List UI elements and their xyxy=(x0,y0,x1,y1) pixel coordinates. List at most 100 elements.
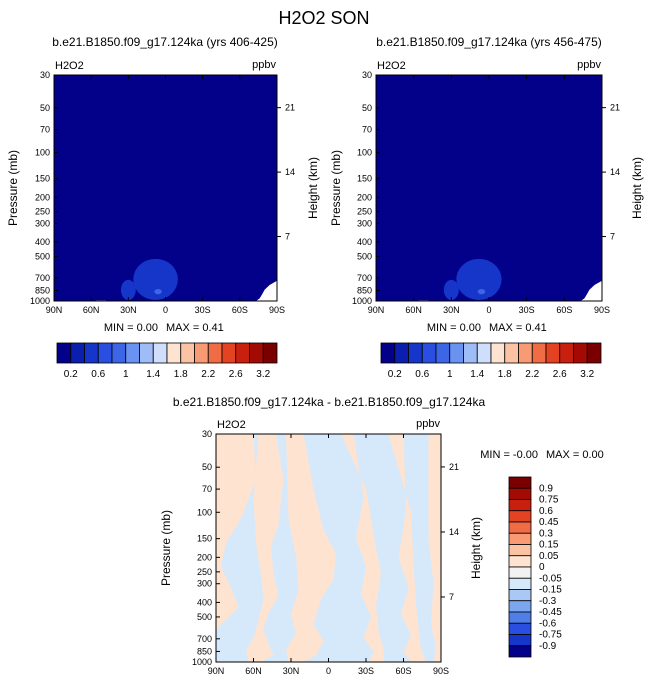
panel-2-ylabel: Pressure (mb) xyxy=(329,150,343,226)
page-title: H2O2 SON xyxy=(278,8,369,28)
colorbar-swatch xyxy=(262,342,278,364)
colorbar-swatch xyxy=(180,342,195,364)
x-tick-label: 90N xyxy=(46,305,63,315)
colorbar-label: 0.05 xyxy=(539,551,559,562)
right-tick-label: 14 xyxy=(449,527,459,537)
y-tick-label: 300 xyxy=(357,218,372,228)
colorbar-label: 0.6 xyxy=(539,506,553,517)
panel-3-ticks: 90N 60N 30N 0 30S 60S 90S 30 50 70 100 150 200 250 300… xyxy=(192,429,459,676)
colorbar-swatch xyxy=(394,342,409,364)
panel-1-features xyxy=(96,258,277,301)
colorbar-swatch xyxy=(221,342,237,364)
y-tick-label: 700 xyxy=(357,273,372,283)
y-tick-label: 400 xyxy=(35,237,50,247)
x-tick-label: 60N xyxy=(405,305,422,315)
colorbar-swatch xyxy=(508,487,532,500)
panel-2-features xyxy=(418,258,602,301)
panel-3: b.e21.B1850.f09_g17.124ka - b.e21.B1850.… xyxy=(159,395,604,676)
colorbar-label: 0.6 xyxy=(415,369,429,380)
panel-1: b.e21.B1850.f09_g17.124ka (yrs 406-425) … xyxy=(6,35,320,334)
x-tick-label: 60N xyxy=(245,666,262,676)
colorbar-swatch xyxy=(380,342,396,364)
panel-2-ylabel-right: Height (km) xyxy=(630,157,644,219)
right-tick-label: 7 xyxy=(285,232,290,242)
y-tick-label: 70 xyxy=(362,125,372,135)
panel-1-title: b.e21.B1850.f09_g17.124ka (yrs 406-425) xyxy=(52,35,278,49)
colorbar-label: 2.2 xyxy=(201,369,215,380)
panel-2-variable: H2O2 xyxy=(377,60,406,72)
colorbar-swatch xyxy=(56,342,72,364)
panel-3-frame xyxy=(215,433,442,663)
y-tick-label: 30 xyxy=(202,429,212,439)
x-tick-label: 0 xyxy=(486,305,491,315)
panel-2-frame xyxy=(375,74,603,302)
positive-region xyxy=(286,434,336,662)
colorbar-swatch xyxy=(545,342,561,364)
colorbar-label: 0.2 xyxy=(64,369,78,380)
contour-region xyxy=(120,279,136,300)
colorbar-swatch xyxy=(70,342,85,364)
colorbar-swatch xyxy=(97,342,113,364)
colorbar-swatch xyxy=(508,611,532,624)
panel-3-title: b.e21.B1850.f09_g17.124ka - b.e21.B1850.… xyxy=(173,395,486,409)
panel-3-min: MIN = -0.00 xyxy=(480,449,538,461)
colorbar-swatch xyxy=(435,342,451,364)
colorbar-swatch xyxy=(235,342,250,364)
colorbar-swatch xyxy=(508,510,532,523)
positive-region xyxy=(388,434,426,662)
panel-1-units: ppbv xyxy=(252,59,276,71)
y-tick-label: 150 xyxy=(197,534,212,544)
right-tick-label: 21 xyxy=(285,103,295,113)
colorbar-label: -0.9 xyxy=(539,641,557,652)
x-tick-label: 90N xyxy=(208,666,225,676)
colorbar-swatch xyxy=(508,499,532,512)
colorbar-swatch xyxy=(194,342,209,364)
positive-region xyxy=(216,434,256,631)
x-tick-label: 30N xyxy=(283,666,300,676)
y-tick-label: 150 xyxy=(357,174,372,184)
y-tick-label: 850 xyxy=(357,286,372,296)
topography-mask xyxy=(580,280,602,301)
y-tick-label: 200 xyxy=(35,192,50,202)
x-tick-label: 60S xyxy=(232,305,248,315)
panel-3-variable: H2O2 xyxy=(217,419,246,431)
y-tick-label: 500 xyxy=(197,612,212,622)
right-tick-label: 21 xyxy=(610,103,620,113)
colorbar-2: 0.2 0.6 1 1.4 1.8 2.2 2.6 3.2 xyxy=(380,342,602,380)
colorbar-swatch xyxy=(508,566,532,579)
panel-2: b.e21.B1850.f09_g17.124ka (yrs 456-475) … xyxy=(329,35,644,334)
colorbar-swatch xyxy=(152,342,168,364)
colorbar-swatch xyxy=(508,476,532,489)
y-tick-label: 250 xyxy=(35,207,50,217)
y-tick-label: 300 xyxy=(197,579,212,589)
colorbar-swatch xyxy=(508,622,532,635)
panel-1-ticks: 90N 60N 30N 0 30S 60S 90S 30 50 70 100 150 200 250300… xyxy=(30,70,295,315)
right-tick-label: 14 xyxy=(285,167,295,177)
panel-1-ylabel-right: Height (km) xyxy=(306,157,320,219)
colorbar-label: 2.6 xyxy=(229,369,243,380)
right-tick-label: 7 xyxy=(449,592,454,602)
x-tick-label: 60S xyxy=(395,666,411,676)
colorbar-swatch xyxy=(463,342,478,364)
colorbar-swatch xyxy=(139,342,154,364)
colorbar-label: -0.75 xyxy=(539,630,562,641)
colorbar-label: 0.15 xyxy=(539,540,559,551)
x-tick-label: 90N xyxy=(368,305,385,315)
y-tick-label: 1000 xyxy=(352,296,372,306)
colorbar-swatch xyxy=(504,342,519,364)
colorbar-label: 3.2 xyxy=(580,369,594,380)
colorbar-swatch xyxy=(111,342,127,364)
colorbar-swatch xyxy=(166,342,182,364)
y-tick-label: 500 xyxy=(357,251,372,261)
colorbar-label: -0.45 xyxy=(539,607,562,618)
panel-2-ticks: 90N 60N 30N 0 30S 60S 90S 30 50 70 100 150 200 250300… xyxy=(352,70,620,315)
y-tick-label: 50 xyxy=(40,103,50,113)
colorbar-label: 0.3 xyxy=(539,528,553,539)
positive-region xyxy=(428,434,441,662)
colorbar-swatch xyxy=(125,342,140,364)
contour-region xyxy=(456,258,502,300)
panel-1-max: MAX = 0.41 xyxy=(166,322,224,334)
panel-3-ylabel: Pressure (mb) xyxy=(159,510,173,586)
colorbar-label: 0.75 xyxy=(539,495,559,506)
